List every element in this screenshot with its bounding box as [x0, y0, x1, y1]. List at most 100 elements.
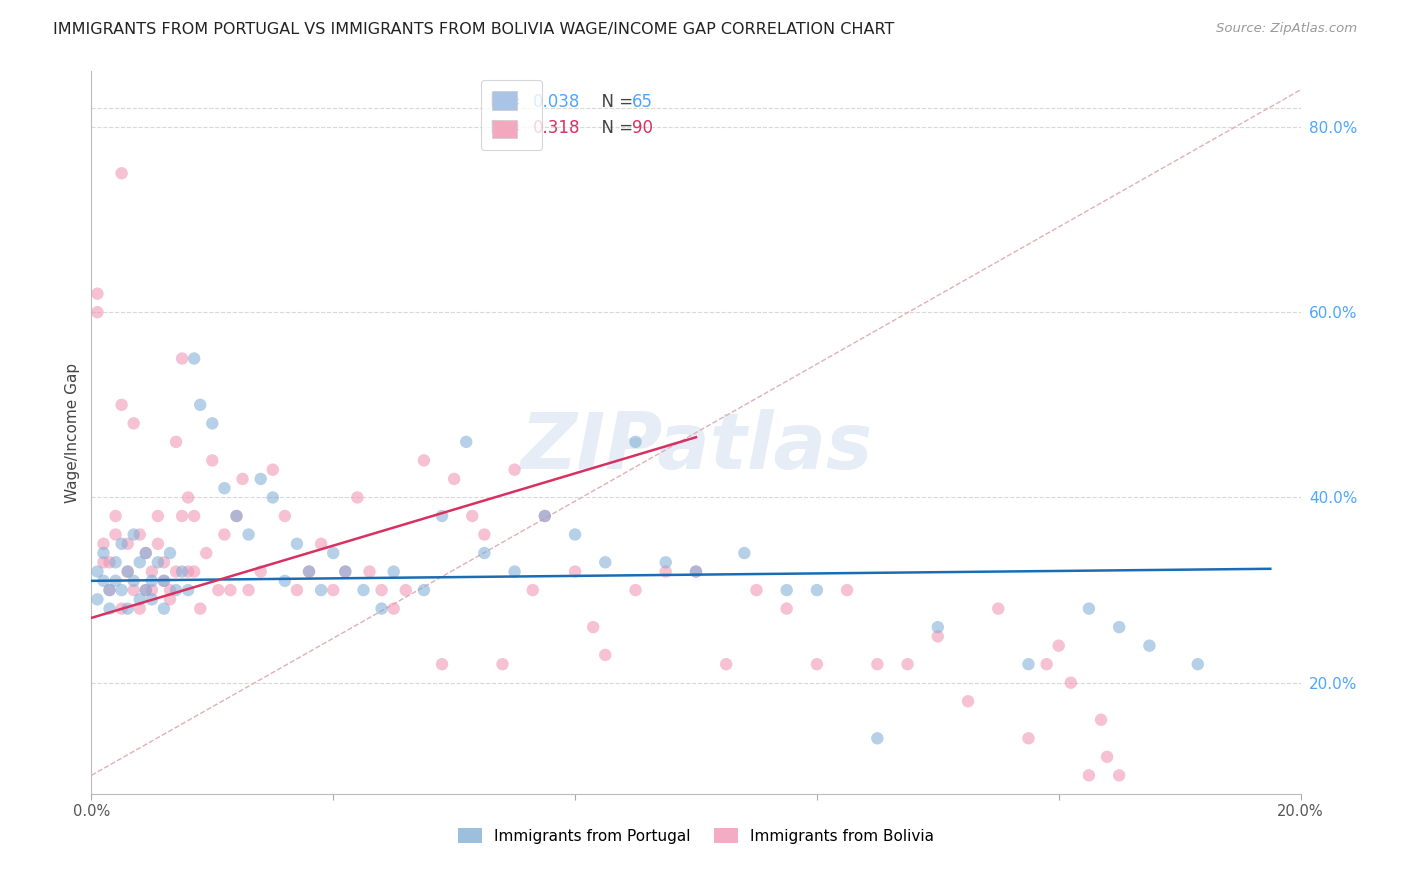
Point	[201, 453, 224, 467]
Point	[177, 583, 200, 598]
Point	[927, 629, 949, 643]
Point	[654, 555, 676, 569]
Point	[624, 583, 647, 598]
Point	[897, 657, 920, 672]
Point	[733, 546, 755, 560]
Point	[104, 527, 127, 541]
Point	[430, 657, 453, 672]
Point	[135, 583, 157, 598]
Point	[382, 565, 405, 579]
Point	[177, 565, 200, 579]
Point	[564, 565, 586, 579]
Point	[927, 620, 949, 634]
Point	[472, 546, 495, 560]
Point	[835, 583, 858, 598]
Point	[183, 351, 205, 366]
Y-axis label: Wage/Income Gap: Wage/Income Gap	[65, 362, 80, 503]
Point	[456, 434, 478, 449]
Text: 90: 90	[631, 119, 652, 136]
Point	[146, 508, 169, 523]
Point	[1139, 639, 1161, 653]
Point	[98, 583, 121, 598]
Point	[595, 648, 617, 662]
Point	[1108, 768, 1130, 782]
Point	[172, 565, 194, 579]
Point	[806, 657, 828, 672]
Point	[274, 574, 297, 588]
Point	[183, 565, 205, 579]
Point	[122, 583, 145, 598]
Point	[201, 417, 224, 431]
Point	[533, 508, 555, 523]
Point	[225, 508, 247, 523]
Point	[214, 527, 236, 541]
Point	[1090, 713, 1112, 727]
Point	[111, 398, 132, 412]
Point	[1018, 731, 1040, 746]
Point	[1047, 639, 1070, 653]
Point	[141, 565, 163, 579]
Point	[128, 527, 150, 541]
Point	[624, 434, 647, 449]
Point	[86, 305, 108, 319]
Point	[104, 574, 127, 588]
Point	[285, 583, 308, 598]
Point	[685, 565, 707, 579]
Point	[582, 620, 605, 634]
Point	[285, 537, 308, 551]
Point	[165, 434, 187, 449]
Point	[104, 555, 127, 569]
Point	[141, 583, 163, 598]
Text: 65: 65	[631, 93, 652, 111]
Point	[128, 592, 150, 607]
Point	[93, 537, 115, 551]
Point	[219, 583, 242, 598]
Point	[153, 574, 176, 588]
Point	[745, 583, 768, 598]
Point	[86, 565, 108, 579]
Point	[98, 555, 121, 569]
Point	[1077, 768, 1099, 782]
Legend: Immigrants from Portugal, Immigrants from Bolivia: Immigrants from Portugal, Immigrants fro…	[450, 820, 942, 851]
Point	[117, 601, 139, 615]
Point	[214, 481, 236, 495]
Point	[86, 592, 108, 607]
Point	[172, 351, 194, 366]
Point	[522, 583, 544, 598]
Point	[866, 731, 889, 746]
Point	[122, 527, 145, 541]
Point	[159, 583, 181, 598]
Point	[93, 574, 115, 588]
Point	[370, 601, 392, 615]
Point	[141, 574, 163, 588]
Text: N =: N =	[591, 119, 638, 136]
Point	[806, 583, 828, 598]
Point	[382, 601, 405, 615]
Point	[195, 546, 218, 560]
Text: R =: R =	[491, 93, 531, 111]
Point	[776, 601, 799, 615]
Point	[98, 601, 121, 615]
Point	[98, 583, 121, 598]
Point	[207, 583, 229, 598]
Point	[117, 537, 139, 551]
Point	[685, 565, 707, 579]
Point	[503, 565, 526, 579]
Point	[322, 546, 344, 560]
Point	[298, 565, 321, 579]
Point	[117, 565, 139, 579]
Point	[249, 565, 271, 579]
Point	[262, 491, 284, 505]
Point	[956, 694, 979, 708]
Point	[111, 601, 132, 615]
Point	[335, 565, 357, 579]
Point	[165, 565, 187, 579]
Point	[86, 286, 108, 301]
Point	[128, 601, 150, 615]
Point	[188, 398, 211, 412]
Point	[274, 508, 297, 523]
Point	[165, 583, 187, 598]
Point	[1077, 601, 1099, 615]
Point	[654, 565, 676, 579]
Point	[128, 555, 150, 569]
